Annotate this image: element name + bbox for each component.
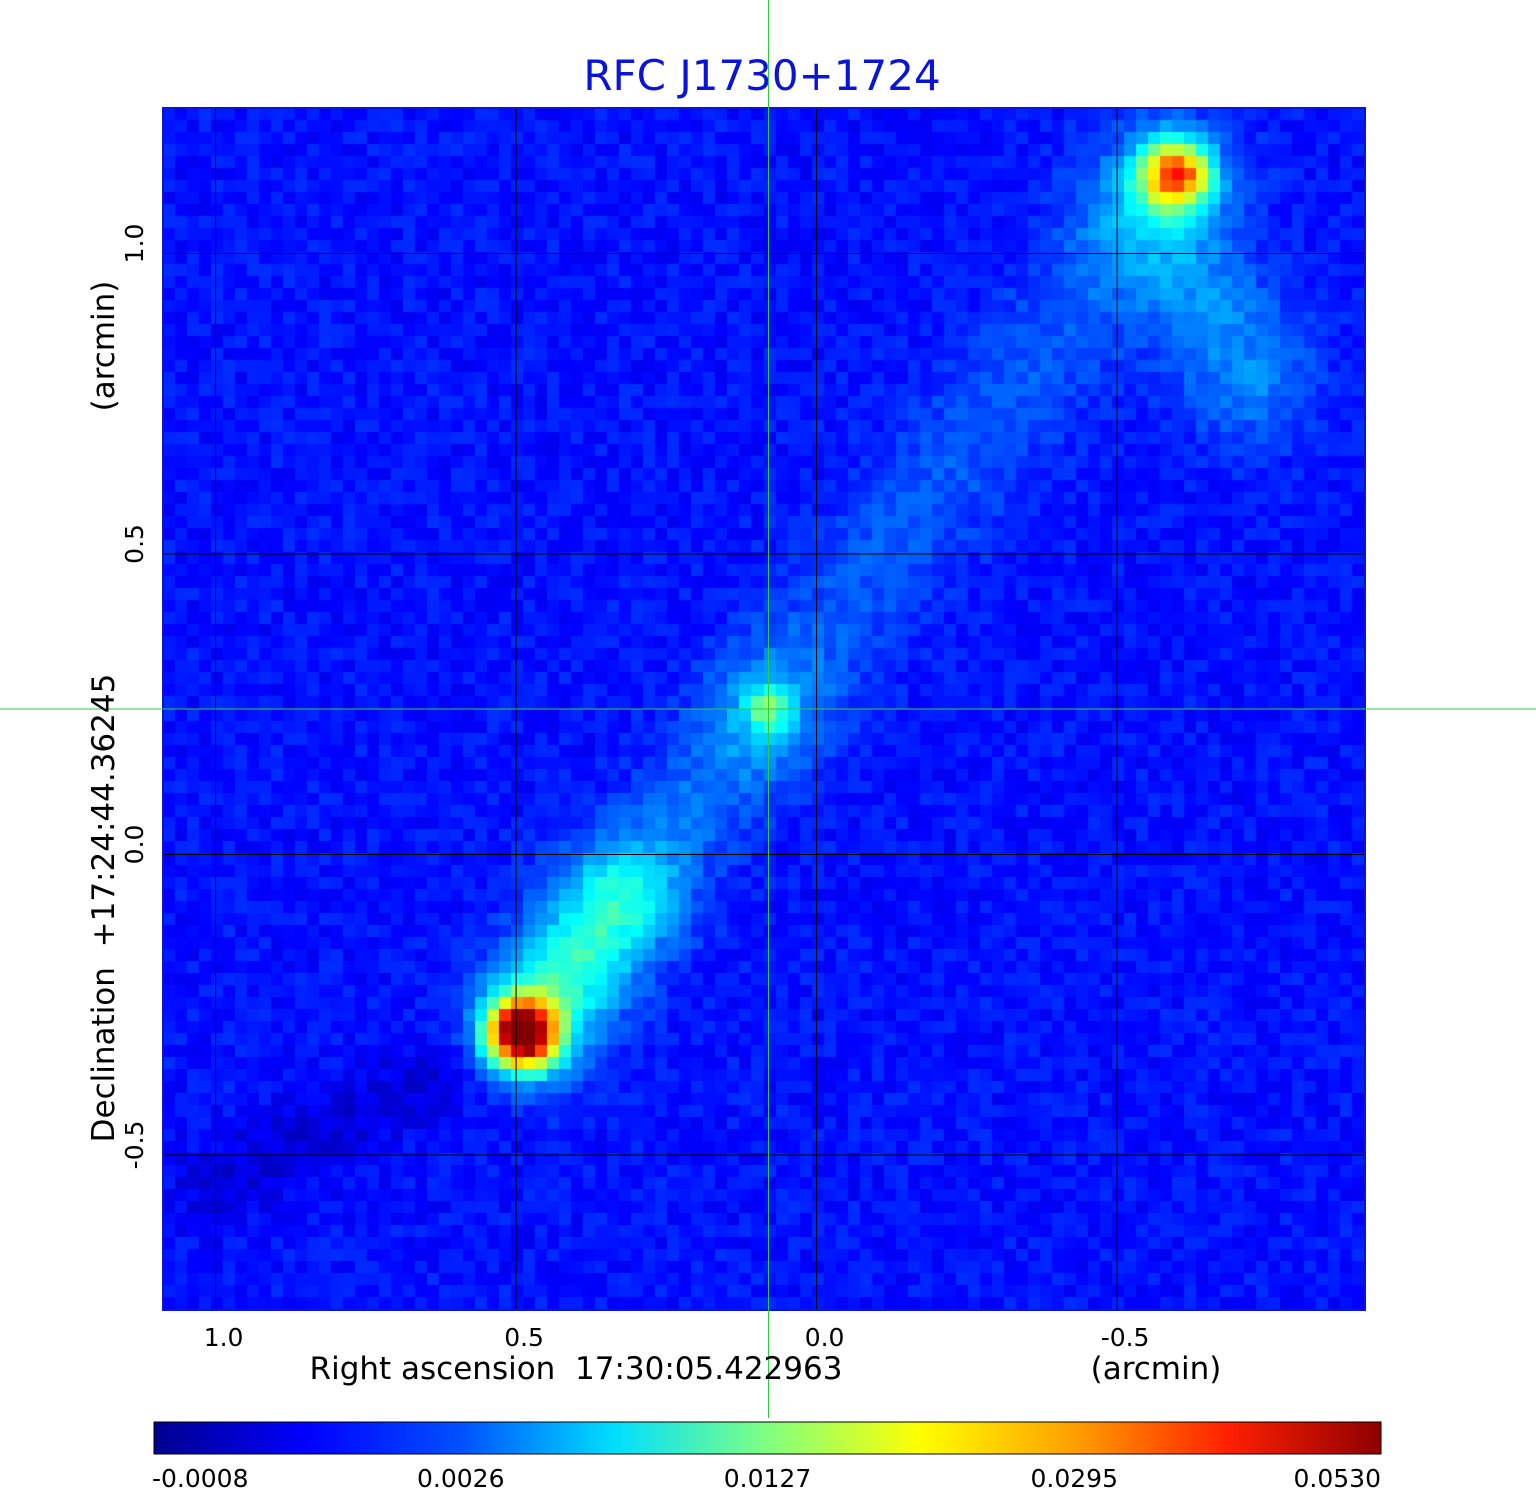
y-tick-label: 1.0 [120, 224, 149, 264]
colorbar-tick-label: 0.0530 [1294, 1464, 1381, 1493]
x-axis-label: Right ascension 17:30:05.422963 [310, 1351, 843, 1387]
x-tick-label: 1.0 [204, 1323, 244, 1352]
x-tick-label: 0.0 [805, 1323, 845, 1352]
crosshair [0, 0, 1536, 1418]
colorbar-tick-labels: -0.0008 0.0026 0.0127 0.0295 0.0530 [152, 1464, 1381, 1493]
y-tick-label: 0.0 [120, 825, 149, 865]
colorbar [153, 1421, 1382, 1455]
y-tick-label: 0.5 [120, 524, 149, 564]
colorbar-tick-label: 0.0026 [417, 1464, 504, 1493]
y-tick-labels: 1.0 0.5 0.0 -0.5 [120, 224, 149, 1170]
colorbar-tick-label: 0.0127 [724, 1464, 811, 1493]
x-tick-label: 0.5 [504, 1323, 544, 1352]
x-axis-unit: (arcmin) [1091, 1351, 1222, 1387]
y-axis-label: Declination +17:24:44.36245 [86, 674, 122, 1143]
y-axis-unit: (arcmin) [86, 281, 122, 412]
colorbar-tick-label: 0.0295 [1031, 1464, 1118, 1493]
x-tick-labels: 1.0 0.5 0.0 -0.5 [204, 1323, 1150, 1352]
figure-title: RFC J1730+1724 [583, 51, 940, 100]
x-tick-label: -0.5 [1101, 1323, 1150, 1352]
y-tick-label: -0.5 [120, 1121, 149, 1170]
colorbar-tick-label: -0.0008 [152, 1464, 249, 1493]
